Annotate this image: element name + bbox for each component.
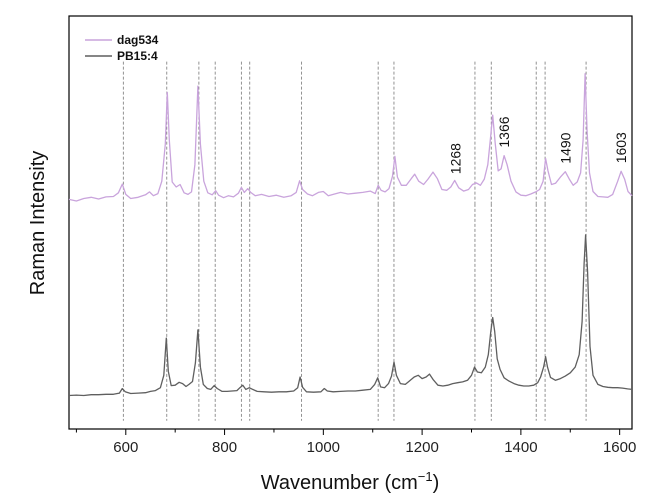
- peak-labels: 1268 1366 1490 1603: [448, 116, 629, 174]
- reference-lines: [122, 61, 587, 421]
- series-layer: [68, 73, 633, 397]
- x-tick-label-1400: 1400: [504, 439, 537, 456]
- peak-label-1366: 1366: [496, 116, 512, 147]
- x-tick-label-1000: 1000: [307, 439, 340, 456]
- peak-label-1603: 1603: [613, 132, 629, 163]
- legend: dag534 PB15:4: [85, 33, 159, 63]
- x-tick-label-600: 600: [113, 439, 138, 456]
- plot-frame: [68, 15, 633, 430]
- series-line-pb15-4: [68, 234, 633, 397]
- x-axis: 600 800 1000 1200 1400 1600: [75, 429, 636, 456]
- x-tick-label-1200: 1200: [405, 439, 438, 456]
- peak-label-1268: 1268: [448, 143, 464, 174]
- series-line-dag534: [68, 73, 633, 202]
- peak-label-1490: 1490: [557, 132, 573, 163]
- x-tick-label-800: 800: [212, 439, 237, 456]
- x-axis-title-superscript: −1: [418, 469, 433, 484]
- x-axis-title-main: Wavenumber (cm: [261, 472, 418, 494]
- x-tick-label-1600: 1600: [603, 439, 636, 456]
- x-axis-title: Wavenumber (cm−1): [261, 469, 440, 494]
- legend-label-dag534: dag534: [117, 33, 159, 47]
- y-axis-title: Raman Intensity: [27, 151, 49, 296]
- legend-label-pb15-4: PB15:4: [117, 49, 158, 63]
- x-axis-title-tail: ): [433, 472, 440, 494]
